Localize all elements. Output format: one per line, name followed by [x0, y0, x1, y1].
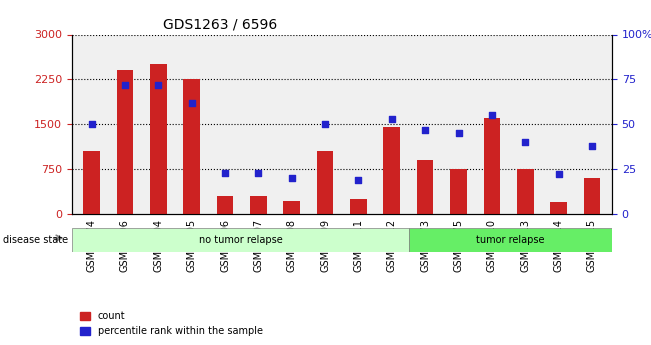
Point	[520, 139, 531, 145]
Bar	[450, 169, 467, 214]
Point	[353, 177, 364, 183]
Point	[186, 100, 197, 106]
Bar	[217, 196, 233, 214]
Bar	[583, 178, 600, 214]
Point	[87, 121, 97, 127]
Bar	[417, 160, 434, 214]
FancyBboxPatch shape	[72, 228, 409, 252]
Point	[420, 127, 430, 132]
Bar	[517, 169, 534, 214]
Point	[453, 130, 464, 136]
Text: disease state: disease state	[3, 235, 68, 245]
Point	[587, 143, 597, 148]
Bar	[250, 196, 267, 214]
Bar	[283, 201, 300, 214]
Point	[220, 170, 230, 175]
Bar	[117, 70, 133, 214]
Point	[553, 172, 564, 177]
Bar	[383, 127, 400, 214]
Bar	[317, 151, 333, 214]
Point	[153, 82, 163, 88]
Bar	[484, 118, 500, 214]
Point	[253, 170, 264, 175]
Point	[487, 112, 497, 118]
Bar	[150, 65, 167, 214]
Text: tumor relapse: tumor relapse	[477, 235, 545, 245]
Point	[387, 116, 397, 121]
Legend: count, percentile rank within the sample: count, percentile rank within the sample	[76, 307, 267, 340]
Text: no tumor relapse: no tumor relapse	[199, 235, 283, 245]
Point	[320, 121, 330, 127]
Bar	[350, 199, 367, 214]
Bar	[83, 151, 100, 214]
Bar	[184, 79, 200, 214]
Point	[286, 175, 297, 181]
FancyBboxPatch shape	[409, 228, 612, 252]
Text: GDS1263 / 6596: GDS1263 / 6596	[163, 17, 277, 31]
Bar	[550, 202, 567, 214]
Point	[120, 82, 130, 88]
